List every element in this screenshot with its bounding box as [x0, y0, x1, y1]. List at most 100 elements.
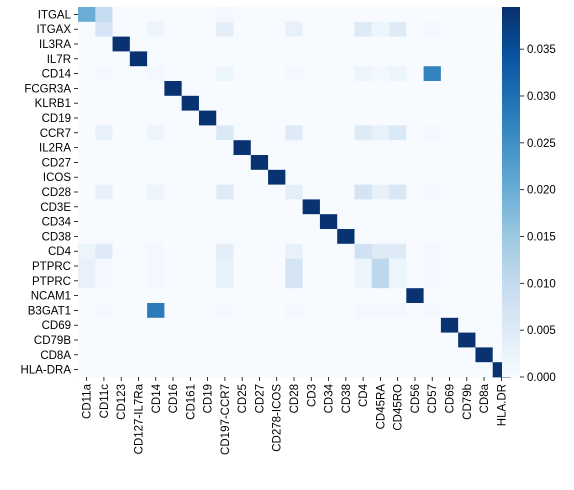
heatmap-cell-cd69-cd3: [302, 317, 321, 333]
heatmap-cell-il3ra-cd14: [147, 36, 165, 52]
heatmap-cell-icos-cd161: [181, 169, 200, 185]
heatmap-cell-fcgr3a-cd8a: [475, 81, 494, 97]
heatmap-cell-klrb1-cd11c: [95, 95, 113, 111]
row-label: HLA-DRA: [21, 365, 72, 377]
heatmap-cell-ccr7-cd45ro: [389, 125, 407, 141]
heatmap-cell-cd38-cd4: [354, 229, 373, 245]
heatmap-cell-fcgr3a-cd69: [440, 81, 459, 97]
heatmap-cell-klrb1-cd197-ccr7: [216, 95, 234, 111]
heatmap-cell-cd28-cd57: [423, 184, 442, 200]
heatmap-cell-cd14-cd16: [164, 66, 183, 82]
heatmap-cell-il2ra-cd79b: [458, 140, 476, 156]
heatmap-cell-cd8a-cd79b: [458, 347, 476, 363]
heatmap-cell-ptprc-cd28: [285, 258, 304, 274]
heatmap-cell-cd38-cd278-icos: [268, 229, 286, 245]
heatmap-cell-cd79b-cd57: [423, 332, 442, 348]
heatmap-cell-cd79b-cd278-icos: [268, 332, 286, 348]
row-label: CD27: [42, 157, 71, 169]
heatmap-cell-icos-cd56: [406, 169, 424, 185]
heatmap-cell-cd79b-cd25: [233, 332, 252, 348]
heatmap-cell-itgax-cd57: [423, 21, 442, 37]
heatmap-cell-fcgr3a-cd11a: [78, 81, 96, 97]
heatmap-cell-cd8a-cd4: [354, 347, 373, 363]
heatmap-cell-itgax-cd161: [181, 21, 200, 37]
heatmap-cell-cd14-cd197-ccr7: [216, 66, 234, 82]
heatmap-cell-fcgr3a-cd19: [198, 81, 217, 97]
heatmap-cell-ptprc-cd197-ccr7: [216, 258, 234, 274]
heatmap-cell-ptprc-cd16: [164, 258, 183, 274]
heatmap-cell-cd3e-cd19: [198, 199, 217, 215]
heatmap-cell-cd4-cd16: [164, 243, 183, 259]
heatmap-cell-cd3e-cd14: [147, 199, 165, 215]
heatmap-cell-il7r-cd197-ccr7: [216, 51, 234, 67]
heatmap-cell-ptprc-cd4: [354, 273, 373, 289]
heatmap-cell-il7r-cd38: [337, 51, 355, 67]
heatmap-cell-cd14-cd45ro: [389, 66, 407, 82]
heatmap-cell-ptprc-cd56: [406, 273, 424, 289]
heatmap-cell-ptprc-cd34: [319, 258, 338, 274]
heatmap-cell-ptprc-cd27: [250, 258, 269, 274]
heatmap-cell-cd34-cd278-icos: [268, 214, 286, 230]
heatmap-cell-itgax-cd8a: [475, 21, 494, 37]
heatmap-cell-icos-cd127-il7ra: [129, 169, 148, 185]
heatmap-cell-ptprc-cd3: [302, 258, 321, 274]
heatmap-cell-itgal-cd3: [302, 7, 321, 23]
heatmap-cell-itgal-cd27: [250, 7, 269, 23]
heatmap-cell-cd69-cd38: [337, 317, 355, 333]
heatmap-cell-itgal-cd11a: [78, 7, 96, 23]
row-label: CD34: [42, 217, 72, 229]
heatmap-cell-fcgr3a-cd123: [112, 81, 131, 97]
heatmap-cell-cd4-cd45ro: [389, 243, 407, 259]
heatmap-cell-ccr7-cd127-il7ra: [129, 125, 148, 141]
colorbar-tick-label: 0.020: [527, 185, 556, 197]
heatmap-cell-cd8a-cd27: [250, 347, 269, 363]
heatmap-cell-cd4-cd197-ccr7: [216, 243, 234, 259]
heatmap-cell-il2ra-cd57: [423, 140, 442, 156]
heatmap-cell-fcgr3a-cd4: [354, 81, 373, 97]
heatmap-cell-cd69-cd45ro: [389, 317, 407, 333]
heatmap-cell-fcgr3a-cd45ro: [389, 81, 407, 97]
heatmap-cell-cd69-cd27: [250, 317, 269, 333]
heatmap-cell-cd19-cd28: [285, 110, 304, 126]
heatmap-cell-cd8a-cd28: [285, 347, 304, 363]
heatmap-cell-il2ra-cd45ra: [371, 140, 390, 156]
heatmap-cell-il2ra-cd127-il7ra: [129, 140, 148, 156]
heatmap-cell-cd27-cd278-icos: [268, 155, 286, 171]
heatmap-cell-b3gat1-cd28: [285, 303, 304, 319]
heatmap-cell-itgax-cd56: [406, 21, 424, 37]
column-label: CD278-ICOS: [272, 384, 284, 452]
heatmap-cell-icos-cd45ra: [371, 169, 390, 185]
heatmap-cell-cd19-cd161: [181, 110, 200, 126]
row-label: CD69: [42, 320, 71, 332]
heatmap-cell-itgal-cd79b: [458, 7, 476, 23]
heatmap-cell-ncam1-cd79b: [458, 288, 476, 304]
heatmap-cell-cd3e-cd79b: [458, 199, 476, 215]
heatmap-cell-cd28-cd38: [337, 184, 355, 200]
heatmap-cell-cd8a-cd16: [164, 347, 183, 363]
heatmap-cell-cd79b-cd127-il7ra: [129, 332, 148, 348]
heatmap-cell-cd69-cd4: [354, 317, 373, 333]
heatmap-cell-ncam1-cd16: [164, 288, 183, 304]
heatmap-cell-klrb1-cd8a: [475, 95, 494, 111]
heatmap-cell-cd8a-cd123: [112, 347, 131, 363]
heatmap-cell-il7r-cd3: [302, 51, 321, 67]
heatmap-cell-itgal-cd45ro: [389, 7, 407, 23]
heatmap-cell-fcgr3a-cd34: [319, 81, 338, 97]
heatmap-cell-il2ra-cd28: [285, 140, 304, 156]
heatmap-cell-cd4-cd127-il7ra: [129, 243, 148, 259]
heatmap-cell-cd28-cd11c: [95, 184, 113, 200]
row-label: PTPRC: [32, 276, 71, 288]
heatmap-cell-cd27-cd11c: [95, 155, 113, 171]
heatmap-cell-cd3e-cd4: [354, 199, 373, 215]
heatmap-cell-klrb1-cd14: [147, 95, 165, 111]
heatmap-cell-il3ra-cd3: [302, 36, 321, 52]
heatmap-cell-il7r-cd79b: [458, 51, 476, 67]
heatmap-cell-icos-cd11c: [95, 169, 113, 185]
heatmap-cell-cd69-cd161: [181, 317, 200, 333]
column-label: CD3: [306, 384, 318, 407]
heatmap-cell-ptprc-cd57: [423, 258, 442, 274]
heatmap-cell-cd4-cd27: [250, 243, 269, 259]
heatmap-cell-ptprc-cd8a: [475, 258, 494, 274]
heatmap-cell-il7r-cd278-icos: [268, 51, 286, 67]
heatmap-cell-ncam1-cd38: [337, 288, 355, 304]
